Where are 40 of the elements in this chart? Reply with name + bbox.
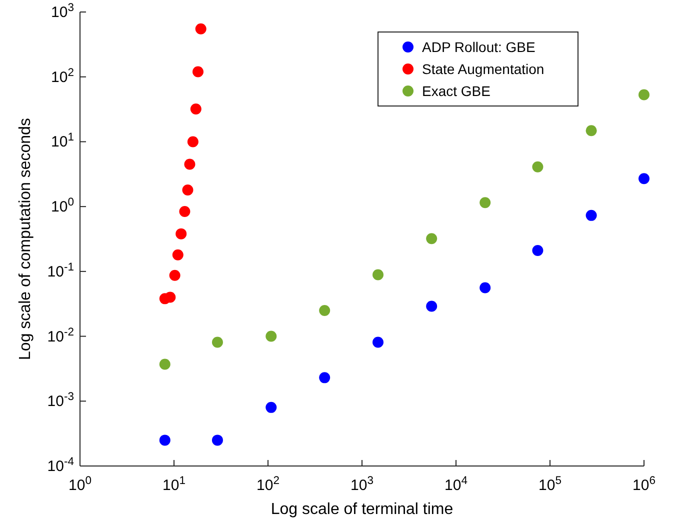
point [159,434,170,446]
y-tick-label: 10$^{0}$ [51,196,74,216]
point [319,372,330,384]
y-tick-label: 10$^{-3}$ [47,391,74,410]
point [372,336,384,348]
point [159,358,170,370]
point [532,161,544,172]
y-tick-label: 10$^{2}$ [51,66,74,86]
legend-label: ADP Rollout: GBE [422,39,536,55]
x-tick-label: 10$^{4}$ [444,475,468,494]
x-tick-label: 10$^{0}$ [68,475,92,494]
point [319,304,330,316]
point [532,245,544,256]
x-tick-label: 10$^{6}$ [632,475,656,494]
x-axis-title: Log scale of terminal time [270,501,454,518]
point [266,330,277,342]
point [426,233,438,244]
x-tick-label: 10$^{5}$ [538,475,562,494]
legend-label: Exact GBE [422,83,490,99]
y-tick-label: 10$^{-2}$ [47,326,74,346]
point [266,402,277,413]
point [586,210,597,221]
point [480,197,491,208]
y-tick-label: 10$^{-1}$ [47,261,74,280]
point [638,89,650,100]
x-tick-label: 10$^{1}$ [162,475,186,494]
legend-label: State Augmentation [422,61,544,77]
y-axis-title: Log scale of computation seconds [17,118,34,360]
y-tick-label: 10$^{1}$ [51,132,74,151]
point [586,125,597,136]
x-tick-label: 10$^{2}$ [256,475,280,494]
y-tick-label: 10$^{-4}$ [47,456,74,475]
point [212,434,223,446]
point [426,300,438,312]
point [212,336,223,348]
point [372,269,384,280]
y-tick-label: 10$^{3}$ [51,2,74,21]
point [480,282,491,294]
point [638,173,650,184]
x-tick-label: 10$^{3}$ [350,475,374,494]
